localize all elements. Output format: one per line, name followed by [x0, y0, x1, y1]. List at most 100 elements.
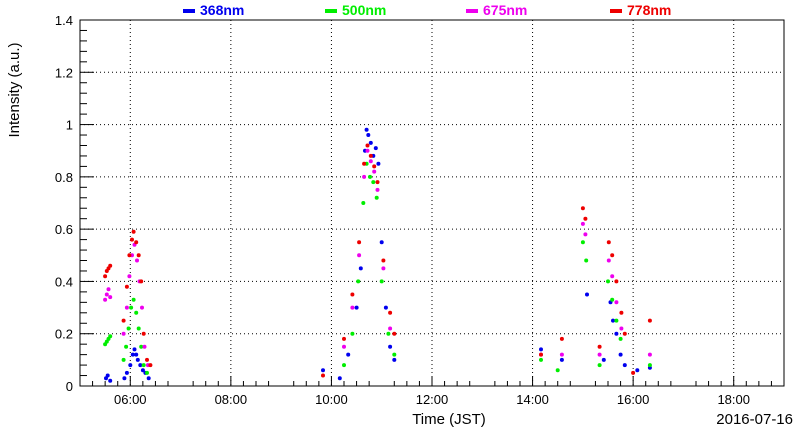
data-point	[611, 318, 615, 323]
data-point	[375, 180, 380, 185]
data-point	[614, 318, 619, 323]
data-point	[103, 297, 108, 302]
data-points	[103, 127, 652, 383]
data-point	[346, 352, 351, 357]
data-point	[559, 357, 564, 362]
data-point	[131, 229, 136, 234]
data-point	[127, 274, 132, 279]
x-tick-labels: 06:00 08:00 10:00 12:00 14:00 16:00 18:00	[114, 392, 750, 407]
data-point	[122, 376, 127, 381]
data-point	[127, 253, 132, 258]
data-point	[146, 376, 151, 381]
data-point	[142, 344, 147, 349]
y-tick-label: 0.8	[55, 170, 73, 185]
data-point	[357, 240, 362, 245]
data-point	[108, 378, 113, 383]
data-point	[121, 357, 126, 362]
data-point	[383, 305, 388, 310]
data-point	[361, 201, 366, 205]
data-point	[618, 336, 623, 341]
data-point	[539, 357, 543, 362]
x-tick-label: 06:00	[114, 392, 147, 407]
data-point	[614, 331, 619, 336]
data-point	[371, 180, 376, 185]
data-point	[337, 376, 342, 381]
data-point	[647, 352, 652, 357]
data-point	[597, 363, 602, 368]
data-point	[373, 146, 378, 151]
data-point	[108, 263, 113, 268]
data-point	[362, 161, 367, 166]
data-point	[135, 357, 140, 362]
data-point	[148, 363, 153, 368]
data-point	[647, 318, 652, 323]
data-point	[631, 370, 636, 375]
x-tick-label: 16:00	[617, 392, 650, 407]
data-point	[136, 253, 141, 258]
data-point	[368, 140, 373, 145]
y-axis-title: Intensity (a.u.)	[6, 42, 23, 137]
data-point	[139, 279, 144, 284]
data-point	[364, 127, 369, 132]
data-point	[368, 159, 373, 164]
data-point	[379, 240, 384, 245]
legend-marker	[466, 9, 478, 13]
data-point	[610, 297, 615, 302]
y-tick-label: 1	[66, 118, 73, 133]
data-point	[342, 344, 346, 349]
data-point	[622, 363, 627, 368]
data-point	[559, 352, 564, 357]
data-point	[121, 318, 126, 323]
data-point	[614, 279, 619, 284]
data-point	[104, 292, 109, 297]
data-point	[321, 373, 325, 378]
data-point	[597, 352, 602, 357]
data-point	[583, 232, 588, 237]
data-point	[365, 148, 370, 153]
axis-ticks	[80, 19, 772, 387]
series-675nm	[103, 148, 652, 368]
data-point	[106, 287, 111, 292]
data-point	[372, 169, 377, 174]
legend-label: 778nm	[627, 2, 671, 18]
data-point	[132, 347, 137, 352]
data-point	[138, 363, 143, 368]
data-point	[131, 297, 136, 302]
legend-marker	[183, 9, 195, 13]
data-point	[368, 153, 373, 158]
data-point	[559, 336, 564, 341]
data-point	[610, 253, 615, 258]
data-point	[134, 240, 139, 245]
data-point	[350, 305, 355, 310]
data-point	[145, 357, 149, 362]
data-point	[580, 240, 585, 245]
data-point	[379, 279, 384, 284]
data-point	[128, 363, 133, 368]
data-point	[124, 344, 129, 349]
data-point	[350, 292, 355, 297]
data-point	[583, 216, 588, 221]
date-label: 2016-07-16	[716, 411, 793, 428]
y-tick-label: 0.6	[55, 222, 73, 237]
legend-label: 368nm	[200, 2, 244, 18]
data-point	[140, 368, 145, 373]
data-point	[610, 274, 615, 279]
data-point	[362, 174, 367, 179]
legend-label: 675nm	[483, 2, 527, 18]
x-tick-label: 12:00	[416, 392, 449, 407]
data-point	[647, 363, 652, 368]
data-point	[381, 266, 386, 271]
data-point	[126, 326, 131, 331]
data-point	[392, 357, 397, 362]
y-tick-label: 0.4	[55, 274, 73, 289]
y-tick-label: 1.4	[55, 13, 73, 28]
legend-marker	[325, 9, 337, 13]
legend-marker	[610, 9, 622, 13]
data-point	[350, 331, 355, 336]
data-point	[386, 331, 391, 336]
data-point	[108, 295, 113, 300]
series-778nm	[103, 143, 652, 378]
data-point	[103, 274, 108, 279]
